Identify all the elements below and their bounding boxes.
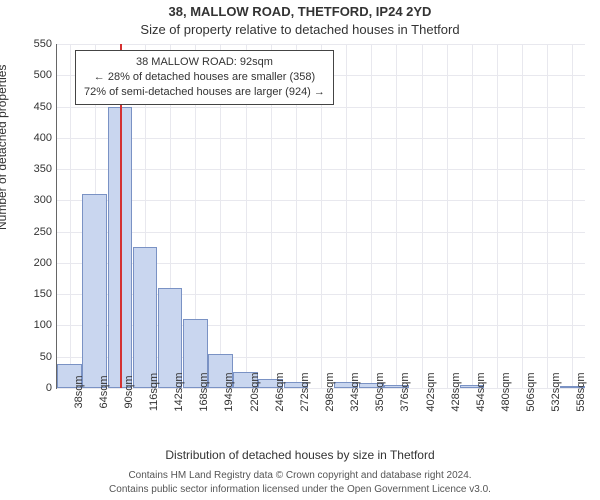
gridline-v: [572, 44, 573, 388]
gridline-v: [70, 44, 71, 388]
x-tick: 376sqm: [399, 372, 411, 411]
x-tick: 194sqm: [223, 372, 235, 411]
y-tick: 50: [12, 351, 52, 363]
gridline-v: [396, 44, 397, 388]
x-tick: 116sqm: [148, 373, 160, 411]
page-title-line1: 38, MALLOW ROAD, THETFORD, IP24 2YD: [0, 4, 600, 19]
x-tick: 558sqm: [575, 372, 587, 411]
y-axis-label: Number of detached properties: [0, 65, 9, 230]
footer-line1: Contains HM Land Registry data © Crown c…: [0, 470, 600, 481]
x-tick: 350sqm: [374, 372, 386, 411]
x-tick: 454sqm: [475, 372, 487, 411]
footer-line2: Contains public sector information licen…: [0, 484, 600, 495]
y-tick: 250: [12, 226, 52, 238]
x-tick: 428sqm: [450, 372, 462, 411]
x-tick: 480sqm: [500, 372, 512, 411]
x-axis-label: Distribution of detached houses by size …: [0, 448, 600, 462]
y-tick: 450: [12, 101, 52, 113]
y-tick: 150: [12, 288, 52, 300]
x-tick: 298sqm: [324, 372, 336, 411]
y-tick: 0: [12, 382, 52, 394]
x-tick: 324sqm: [349, 372, 361, 411]
annotation-box: 38 MALLOW ROAD: 92sqm ← 28% of detached …: [75, 50, 334, 105]
x-tick: 532sqm: [550, 372, 562, 411]
y-tick: 350: [12, 163, 52, 175]
x-tick: 38sqm: [73, 375, 85, 408]
gridline-v: [447, 44, 448, 388]
gridline-v: [346, 44, 347, 388]
gridline-v: [371, 44, 372, 388]
x-tick: 506sqm: [525, 372, 537, 411]
gridline-v: [547, 44, 548, 388]
y-tick: 550: [12, 38, 52, 50]
x-tick: 272sqm: [299, 372, 311, 411]
y-tick: 200: [12, 257, 52, 269]
x-tick: 64sqm: [98, 375, 110, 408]
annotation-line1: 38 MALLOW ROAD: 92sqm: [84, 55, 325, 70]
annotation-line2: ← 28% of detached houses are smaller (35…: [84, 70, 325, 85]
y-tick: 400: [12, 132, 52, 144]
x-tick: 90sqm: [123, 375, 135, 408]
gridline-v: [472, 44, 473, 388]
gridline-v: [497, 44, 498, 388]
bar: [133, 247, 158, 388]
y-tick: 500: [12, 69, 52, 81]
chart-container: 38, MALLOW ROAD, THETFORD, IP24 2YD Size…: [0, 0, 600, 500]
y-tick: 300: [12, 194, 52, 206]
gridline-v: [422, 44, 423, 388]
bar: [82, 194, 107, 388]
annotation-line3: 72% of semi-detached houses are larger (…: [84, 85, 325, 100]
y-tick: 100: [12, 319, 52, 331]
x-tick: 168sqm: [198, 372, 210, 411]
x-tick: 220sqm: [249, 372, 261, 411]
gridline-v: [522, 44, 523, 388]
x-tick: 142sqm: [173, 372, 185, 411]
x-tick: 246sqm: [274, 372, 286, 411]
page-title-line2: Size of property relative to detached ho…: [0, 22, 600, 37]
x-tick: 402sqm: [425, 372, 437, 411]
plot-area: 38 MALLOW ROAD: 92sqm ← 28% of detached …: [56, 44, 585, 389]
